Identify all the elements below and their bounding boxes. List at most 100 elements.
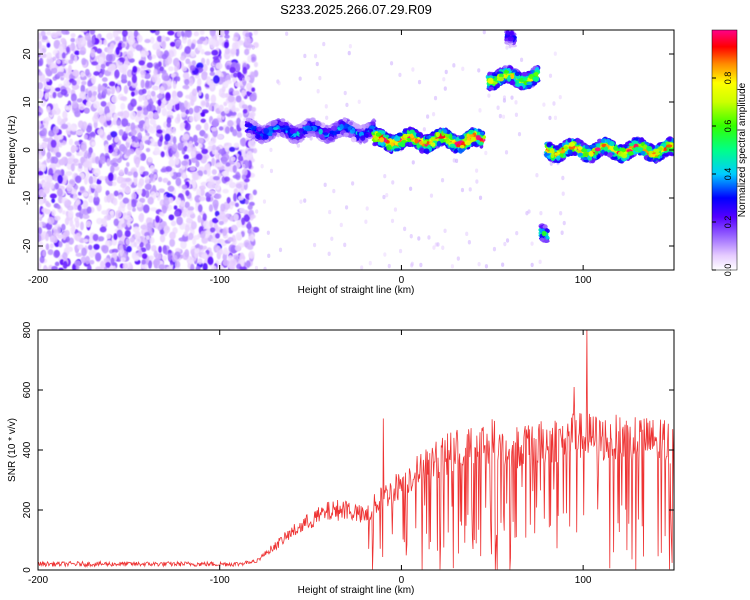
- heatmap-cell: [46, 31, 52, 36]
- heatmap-cell: [132, 226, 140, 233]
- heatmap-cell: [140, 79, 145, 89]
- heatmap-cell: [182, 172, 187, 179]
- heatmap-cell: [232, 174, 240, 179]
- heatmap-cell: [71, 100, 78, 109]
- heatmap-cell: [278, 121, 285, 126]
- heatmap-cell: [106, 134, 112, 141]
- heatmap-cell: [238, 207, 245, 213]
- heatmap-cell: [97, 236, 105, 242]
- heatmap-cell: [211, 169, 217, 175]
- heatmap-cell: [467, 240, 471, 245]
- heatmap-cell: [106, 239, 113, 247]
- heatmap-cell: [343, 90, 347, 96]
- heatmap-cell: [153, 258, 161, 267]
- heatmap-cell: [200, 48, 205, 55]
- heatmap-cell: [121, 73, 127, 82]
- heatmap-cell: [40, 30, 46, 37]
- heatmap-cell: [121, 118, 129, 127]
- heatmap-cell: [196, 62, 204, 70]
- heatmap-cell: [62, 261, 68, 270]
- heatmap-cell: [178, 237, 186, 242]
- heatmap-cell: [144, 183, 152, 191]
- heatmap-cell: [197, 214, 202, 223]
- heatmap-cell: [422, 140, 428, 144]
- heatmap-cell: [332, 188, 336, 194]
- heatmap-cell: [108, 172, 114, 182]
- heatmap-cell: [149, 118, 156, 125]
- heatmap-cell: [470, 136, 476, 142]
- heatmap-cell: [101, 68, 106, 75]
- heatmap-cell: [85, 171, 90, 179]
- heatmap-cell: [202, 213, 207, 221]
- heatmap-cell: [236, 131, 243, 138]
- heatmap-cell: [51, 236, 58, 244]
- heatmap-cell: [188, 107, 194, 115]
- heatmap-cell: [112, 157, 119, 163]
- heatmap-cell: [180, 112, 187, 118]
- heatmap-cell: [548, 115, 552, 121]
- heatmap-cell: [144, 139, 152, 145]
- heatmap-cell: [327, 137, 334, 141]
- heatmap-cell: [443, 228, 447, 234]
- heatmap-cell: [38, 57, 44, 67]
- heatmap-cell: [332, 132, 337, 136]
- heatmap-cell: [233, 192, 237, 202]
- heatmap-cell: [72, 193, 78, 201]
- heatmap-cell: [156, 94, 163, 99]
- heatmap-cell: [195, 265, 201, 270]
- heatmap-cell: [157, 61, 162, 68]
- heatmap-cell: [177, 142, 184, 151]
- heatmap-cell: [553, 115, 558, 121]
- heatmap-cell: [120, 257, 127, 262]
- heatmap-cell: [52, 231, 60, 237]
- heatmap-cell: [173, 205, 178, 210]
- heatmap-cell: [54, 261, 60, 267]
- heatmap-cell: [409, 234, 413, 239]
- heatmap-cell: [133, 255, 140, 262]
- heatmap-cell: [172, 96, 180, 105]
- heatmap-cell: [351, 127, 356, 134]
- heatmap-cell: [161, 53, 168, 60]
- heatmap-cell: [45, 77, 50, 82]
- heatmap-cell: [521, 71, 528, 77]
- heatmap-cell: [426, 114, 430, 119]
- heatmap-cell: [135, 158, 140, 168]
- heatmap-cell: [54, 182, 59, 190]
- heatmap-cell: [65, 151, 72, 157]
- figure-title: S233.2025.266.07.29.R09: [280, 2, 432, 17]
- heatmap-cell: [244, 75, 251, 82]
- heatmap-cell: [201, 253, 208, 259]
- heatmap-cell: [75, 37, 83, 45]
- heatmap-cell: [382, 194, 386, 200]
- heatmap-cell: [235, 232, 242, 241]
- heatmap-cell: [220, 92, 227, 99]
- heatmap-cell: [106, 32, 114, 40]
- heatmap-cell: [216, 134, 224, 140]
- heatmap-cell: [409, 186, 413, 191]
- heatmap-cell: [501, 114, 506, 120]
- heatmap-cell: [146, 222, 154, 229]
- heatmap-cell: [260, 164, 264, 169]
- heatmap-cell: [460, 187, 465, 193]
- heatmap-cell: [120, 96, 127, 101]
- heatmap-cell: [142, 204, 150, 214]
- heatmap-cell: [106, 112, 113, 117]
- heatmap-cell: [181, 160, 189, 166]
- heatmap-cell: [175, 172, 182, 178]
- heatmap-cell: [315, 131, 319, 135]
- heatmap-cell: [87, 39, 93, 48]
- heatmap-cell: [76, 76, 81, 85]
- heatmap-cell: [161, 40, 166, 50]
- heatmap-cell: [389, 61, 394, 66]
- heatmap-cell: [443, 129, 448, 134]
- heatmap-cell: [163, 225, 171, 234]
- heatmap-cell: [411, 160, 415, 165]
- heatmap-cell: [131, 74, 137, 84]
- heatmap-cell: [117, 111, 124, 117]
- heatmap-cell: [126, 138, 133, 143]
- heatmap-cell: [203, 133, 208, 139]
- heatmap-cell: [244, 199, 249, 205]
- heatmap-cell: [234, 202, 240, 208]
- heatmap-cell: [73, 54, 78, 63]
- heatmap-cell: [227, 236, 234, 242]
